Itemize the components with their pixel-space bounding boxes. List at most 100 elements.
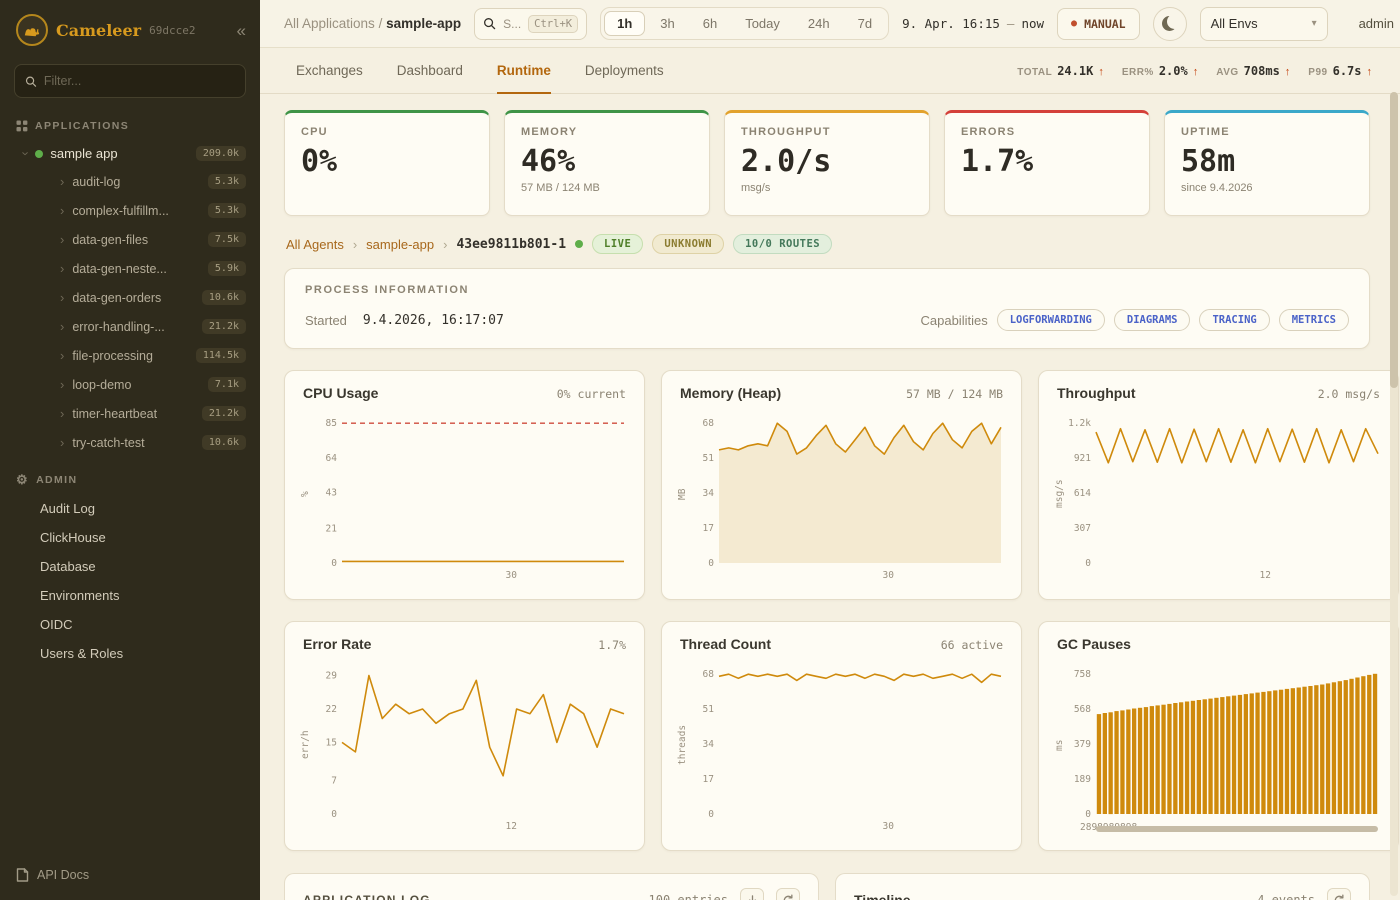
count-badge: 10.6k xyxy=(201,290,246,305)
time-range-6h[interactable]: 6h xyxy=(702,16,718,31)
timeline-panel: Timeline 4 events xyxy=(835,873,1370,900)
time-range-24h[interactable]: 24h xyxy=(807,16,830,31)
refresh-button[interactable] xyxy=(776,888,800,900)
date-range-display[interactable]: 9. Apr. 16:15 — now xyxy=(902,16,1044,31)
user-menu[interactable]: admin xyxy=(1358,16,1394,31)
sidebar-item-data-gen-files[interactable]: › data-gen-files 7.5k xyxy=(0,225,260,254)
live-badge: LIVE xyxy=(592,234,644,254)
tab-exchanges[interactable]: Exchanges xyxy=(296,62,363,78)
manual-status-dot: ● xyxy=(1071,18,1078,29)
metric-card-throughput: THROUGHPUT 2.0/s msg/s xyxy=(724,110,930,216)
api-docs-link[interactable]: API Docs xyxy=(0,854,260,900)
sidebar-item-admin-audit-log[interactable]: Audit Log xyxy=(40,501,95,516)
y-axis-label: MB xyxy=(677,488,688,500)
sidebar-item-file-processing[interactable]: › file-processing 114.5k xyxy=(0,341,260,370)
trend-up-icon: ↑ xyxy=(1284,65,1291,78)
error-rate-chart: 29 22 15 7 0 12 xyxy=(326,671,625,832)
timeline-events-count: 4 events xyxy=(1257,893,1315,900)
svg-text:7: 7 xyxy=(331,776,337,787)
svg-text:68: 68 xyxy=(703,418,715,429)
capability-logforwarding: LOGFORWARDING xyxy=(996,309,1105,331)
svg-text:614: 614 xyxy=(1074,488,1091,499)
sidebar-item-try-catch-test[interactable]: › try-catch-test 10.6k xyxy=(0,428,260,457)
sidebar-item-complex-fulfillment[interactable]: › complex-fulfillm... 5.3k xyxy=(0,196,260,225)
sidebar-item-environments[interactable]: Environments xyxy=(40,588,120,603)
bottom-panels: APPLICATION LOG 100 entries Timeline 4 e… xyxy=(284,873,1370,900)
time-range-1h[interactable]: 1h xyxy=(604,11,646,36)
refresh-button[interactable] xyxy=(1327,888,1351,900)
sidebar-item-loop-demo[interactable]: › loop-demo 7.1k xyxy=(0,370,260,399)
metric-card-errors: ERRORS 1.7% xyxy=(944,110,1150,216)
sidebar-item-audit-log[interactable]: › audit-log 5.3k xyxy=(0,167,260,196)
manual-label: MANUAL xyxy=(1084,16,1126,31)
tabbar: Exchanges Dashboard Runtime Deployments … xyxy=(260,48,1400,94)
tab-deployments[interactable]: Deployments xyxy=(584,62,664,78)
svg-text:34: 34 xyxy=(703,739,715,750)
sidebar-item-sample-app[interactable]: › sample app 209.0k xyxy=(0,140,260,167)
breadcrumb-all-applications[interactable]: All Applications xyxy=(284,16,375,31)
application-log-title: APPLICATION LOG xyxy=(303,893,431,900)
sidebar-item-timer-heartbeat[interactable]: › timer-heartbeat 21.2k xyxy=(0,399,260,428)
svg-text:51: 51 xyxy=(703,453,715,464)
api-docs-label: API Docs xyxy=(37,868,90,882)
manual-refresh-button[interactable]: ● MANUAL xyxy=(1057,7,1140,40)
sidebar-item-data-gen-orders[interactable]: › data-gen-orders 10.6k xyxy=(0,283,260,312)
chevron-right-icon: › xyxy=(60,406,65,421)
svg-text:17: 17 xyxy=(703,523,714,534)
count-badge: 114.5k xyxy=(195,348,246,363)
chevron-right-icon: › xyxy=(60,377,65,392)
env-selected-value: All Envs xyxy=(1210,16,1258,31)
svg-text:68: 68 xyxy=(703,669,715,680)
time-range-3h[interactable]: 3h xyxy=(660,16,675,31)
sidebar-item-database[interactable]: Database xyxy=(40,559,96,574)
cpu-usage-chart: 85 64 43 21 0 30 xyxy=(326,418,624,581)
svg-text:12: 12 xyxy=(505,821,516,832)
log-entries-count: 100 entries xyxy=(648,893,728,900)
count-badge: 21.2k xyxy=(201,319,246,334)
sidebar-item-oidc[interactable]: OIDC xyxy=(40,617,73,632)
y-axis-label: threads xyxy=(677,724,688,766)
chevron-right-icon: › xyxy=(352,236,358,252)
tab-dashboard[interactable]: Dashboard xyxy=(396,62,463,78)
all-agents-link[interactable]: All Agents xyxy=(286,236,344,252)
svg-text:0: 0 xyxy=(331,809,337,820)
time-range-7d[interactable]: 7d xyxy=(857,16,873,31)
y-axis-label: msg/s xyxy=(1054,479,1065,509)
capability-diagrams: DIAGRAMS xyxy=(1113,309,1191,331)
scrollbar-thumb[interactable] xyxy=(1390,92,1398,388)
sidebar-item-users-roles[interactable]: Users & Roles xyxy=(40,646,124,661)
chevron-right-icon: › xyxy=(60,348,65,363)
sidebar-item-data-gen-nested[interactable]: › data-gen-neste... 5.9k xyxy=(0,254,260,283)
search-shortcut-kbd: Ctrl+K xyxy=(528,14,579,33)
agent-app-link[interactable]: sample-app xyxy=(366,236,435,252)
count-badge: 10.6k xyxy=(201,435,246,450)
global-search[interactable]: S... Ctrl+K xyxy=(474,7,588,40)
scrollbar-track[interactable] xyxy=(1390,92,1398,896)
svg-text:43: 43 xyxy=(326,487,337,498)
dark-mode-toggle[interactable] xyxy=(1152,6,1187,41)
tab-runtime[interactable]: Runtime xyxy=(496,48,551,94)
environment-select[interactable]: All Envs ▾ xyxy=(1199,6,1328,41)
collapse-sidebar-icon[interactable]: « xyxy=(236,20,246,40)
chart-card-cpu-usage: CPU Usage 0% current % 85 64 43 21 0 30 xyxy=(284,370,645,600)
throughput-chart: 1.2k 921 614 307 0 12 xyxy=(1068,418,1379,581)
breadcrumb-separator: / xyxy=(378,16,383,31)
applications-section-header: APPLICATIONS xyxy=(0,104,260,140)
svg-text:379: 379 xyxy=(1074,739,1091,750)
chevron-right-icon: › xyxy=(60,435,65,450)
sidebar-item-clickhouse[interactable]: ClickHouse xyxy=(40,530,106,545)
charts-row-1: CPU Usage 0% current % 85 64 43 21 0 30 Memory … xyxy=(284,370,1399,600)
breadcrumb: All Applications / sample-app xyxy=(284,16,461,31)
sidebar-item-error-handling[interactable]: › error-handling-... 21.2k xyxy=(0,312,260,341)
chart-card-thread-count: Thread Count 66 active threads 68 51 34 17 0 30 xyxy=(661,621,1022,851)
svg-text:0: 0 xyxy=(1085,558,1091,569)
capability-tracing: TRACING xyxy=(1199,309,1270,331)
count-badge: 5.9k xyxy=(207,261,246,276)
stat-p99: P99 6.7s ↑ xyxy=(1308,63,1372,78)
chart-card-memory-heap: Memory (Heap) 57 MB / 124 MB MB 68 51 34 17 0 3… xyxy=(661,370,1022,600)
filter-input[interactable] xyxy=(43,74,235,88)
date-to: now xyxy=(1021,16,1045,31)
svg-text:22: 22 xyxy=(326,704,337,715)
download-button[interactable] xyxy=(740,888,764,900)
time-range-today[interactable]: Today xyxy=(745,16,780,31)
